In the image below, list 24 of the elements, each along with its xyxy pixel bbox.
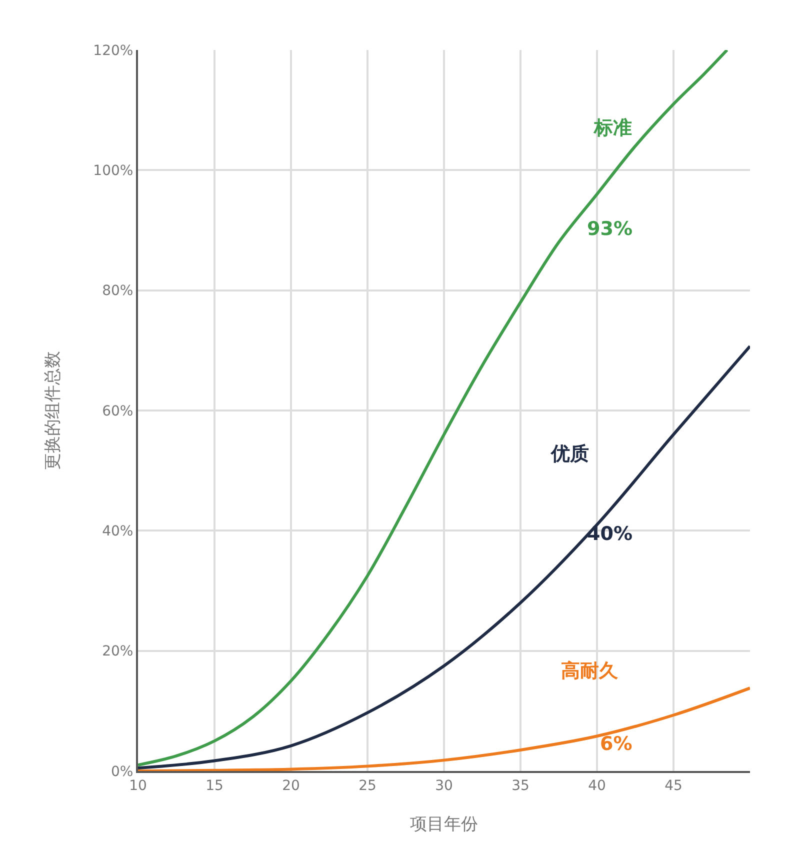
- annotation: 6%: [600, 733, 632, 755]
- x-tick-label: 10: [129, 778, 147, 794]
- y-tick-label: 80%: [102, 283, 134, 300]
- y-tick-label: 100%: [93, 163, 134, 180]
- line-series: [138, 344, 750, 770]
- line-series: [138, 50, 729, 766]
- x-tick-label: 25: [358, 778, 376, 794]
- text: 高耐久: [561, 660, 619, 682]
- y-tick-label: 120%: [93, 42, 134, 59]
- x-tick-label: 35: [512, 778, 530, 794]
- x-tick-label: 45: [664, 778, 682, 794]
- x-tick-label: 20: [282, 778, 300, 794]
- y-tick-label: 20%: [102, 644, 134, 660]
- y-tick-label: 0%: [110, 764, 134, 780]
- x-tick-label: 40: [588, 778, 606, 794]
- x-tick-label: 15: [206, 778, 224, 794]
- annotation: 93%: [587, 218, 632, 240]
- y-tick-label: 40%: [102, 524, 134, 540]
- series-label: 标准: [593, 117, 632, 139]
- text: 优质: [550, 443, 589, 465]
- y-tick-label: 60%: [102, 403, 134, 420]
- x-axis-title: 项目年份: [410, 814, 478, 835]
- y-axis-title: 更换的组件总数: [43, 351, 64, 470]
- x-tick-label: 30: [435, 778, 453, 794]
